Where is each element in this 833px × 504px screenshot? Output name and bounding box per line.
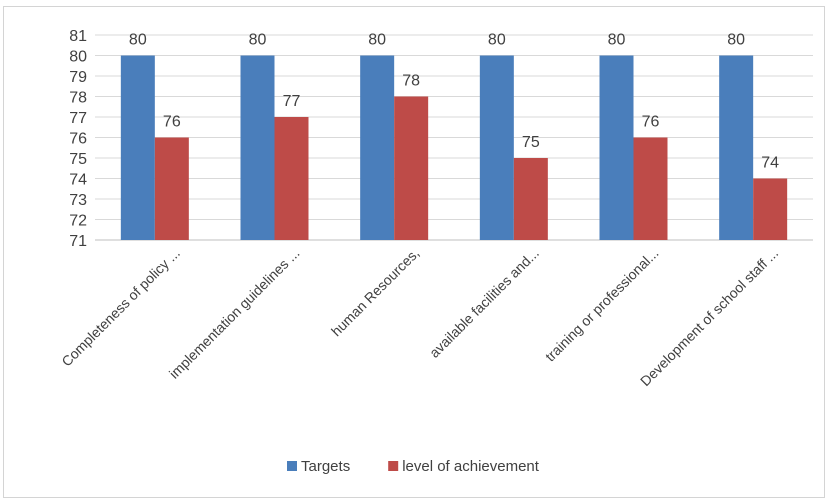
data-label-achievement-1: 76 xyxy=(163,114,181,131)
bar-targets-3 xyxy=(360,55,395,240)
category-label-2: implementation guidelines ... xyxy=(166,245,303,382)
bar-achievement-2 xyxy=(274,117,309,240)
data-label-targets-4: 80 xyxy=(488,32,506,49)
y-tick-label-72: 72 xyxy=(69,213,87,230)
y-axis: 71 72 73 74 75 76 77 78 79 80 81 xyxy=(69,28,87,250)
data-label-targets-3: 80 xyxy=(368,32,386,49)
bars xyxy=(120,55,788,240)
data-label-achievement-4: 75 xyxy=(522,134,540,151)
legend-swatch-achievement xyxy=(388,461,399,471)
y-tick-label-73: 73 xyxy=(69,192,87,209)
bar-achievement-6 xyxy=(753,178,788,240)
y-tick-label-77: 77 xyxy=(69,110,87,127)
category-label-3: human Resources, xyxy=(328,245,422,339)
legend-swatch-targets xyxy=(287,461,297,471)
y-tick-label-74: 74 xyxy=(69,172,87,189)
x-axis-labels: Completeness of policy ...implementation… xyxy=(58,245,781,389)
bar-achievement-1 xyxy=(154,137,189,240)
category-label-5: training or professional... xyxy=(542,245,662,365)
data-label-targets-1: 80 xyxy=(129,32,147,49)
category-label-4: available facilities and... xyxy=(426,245,542,361)
y-tick-label-76: 76 xyxy=(69,131,87,148)
bar-achievement-5 xyxy=(633,137,668,240)
y-tick-label-78: 78 xyxy=(69,90,87,107)
data-label-achievement-3: 78 xyxy=(402,73,420,90)
bar-targets-1 xyxy=(120,55,155,240)
data-label-targets-5: 80 xyxy=(608,32,626,49)
data-labels: 80 76 80 77 80 78 80 75 80 76 80 74 xyxy=(129,32,779,172)
data-label-achievement-5: 76 xyxy=(642,114,660,131)
data-label-targets-6: 80 xyxy=(727,32,745,49)
y-tick-label-81: 81 xyxy=(69,28,87,45)
bar-achievement-4 xyxy=(513,158,548,240)
category-label-6: Development of school staff ... xyxy=(637,245,781,389)
legend: Targets level of achievement xyxy=(287,458,540,475)
legend-label-targets: Targets xyxy=(301,458,350,475)
y-tick-label-75: 75 xyxy=(69,151,87,168)
bar-targets-4 xyxy=(479,55,514,240)
bar-targets-5 xyxy=(599,55,634,240)
data-label-achievement-6: 74 xyxy=(761,155,779,172)
y-tick-label-79: 79 xyxy=(69,69,87,86)
data-label-achievement-2: 77 xyxy=(283,93,301,110)
bar-targets-6 xyxy=(719,55,754,240)
legend-label-achievement: level of achievement xyxy=(402,458,540,475)
gridlines xyxy=(95,34,813,241)
category-label-1: Completeness of policy ... xyxy=(58,245,183,370)
data-label-targets-2: 80 xyxy=(249,32,267,49)
y-tick-label-80: 80 xyxy=(69,49,87,66)
bar-targets-2 xyxy=(240,55,275,240)
bar-achievement-3 xyxy=(394,96,429,240)
y-tick-label-71: 71 xyxy=(69,233,87,250)
